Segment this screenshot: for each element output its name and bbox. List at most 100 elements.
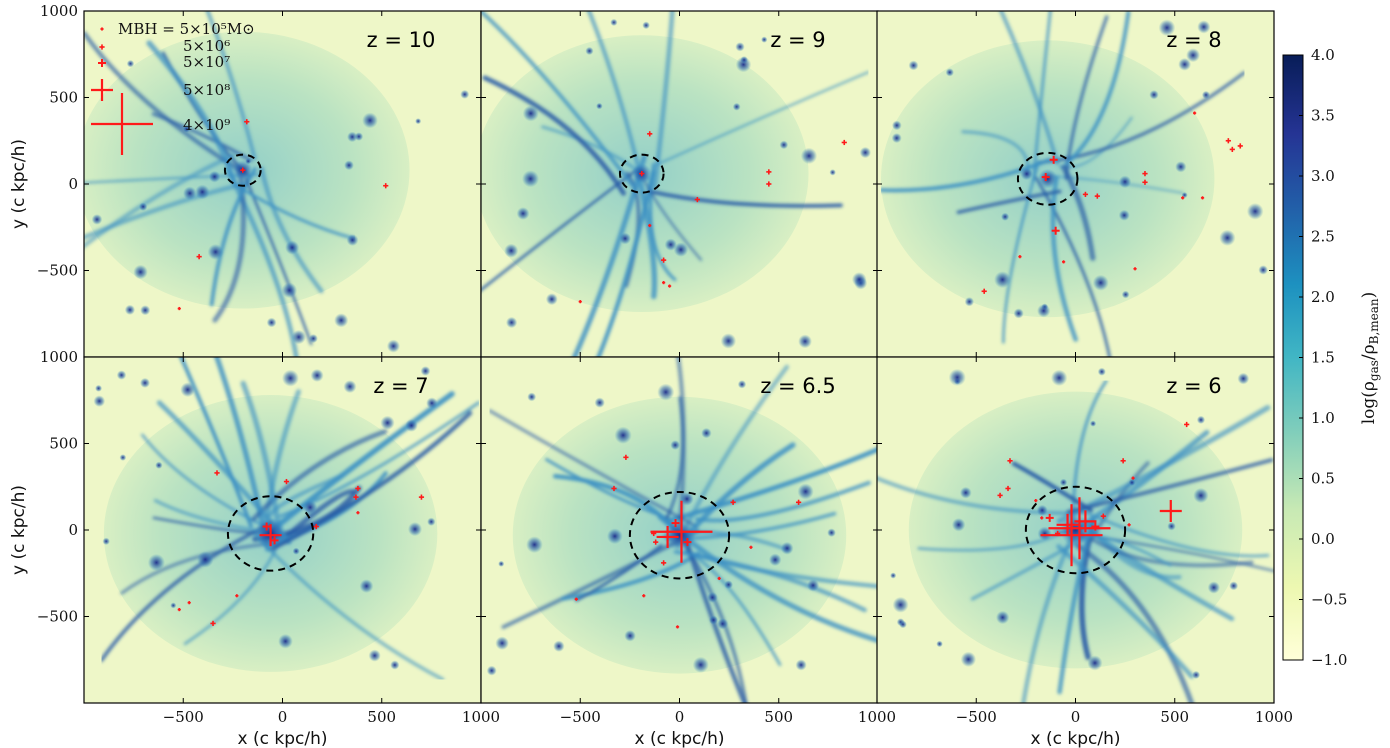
black-hole-marker — [270, 536, 279, 545]
black-hole-marker — [313, 523, 319, 530]
density-knot — [891, 133, 902, 144]
x-axis-label: x (c kpc/h) — [238, 729, 328, 748]
black-hole-marker — [1131, 476, 1135, 480]
filament — [877, 476, 1085, 515]
density-map — [877, 357, 1274, 703]
redshift-label: z = 6 — [1166, 374, 1221, 398]
density-knot — [155, 461, 163, 469]
black-hole-marker — [653, 539, 659, 545]
density-knot — [585, 46, 594, 56]
x-tick-label: 500 — [1160, 708, 1189, 726]
density-knot — [386, 339, 400, 353]
colorbar-tick-label: 1.5 — [1311, 349, 1335, 367]
redshift-label: z = 7 — [373, 374, 428, 398]
black-hole-marker — [639, 171, 645, 177]
filament — [253, 532, 445, 682]
density-knot — [545, 293, 558, 306]
density-knot — [899, 620, 907, 629]
density-knot — [347, 131, 358, 143]
density-knot — [891, 120, 902, 131]
filament — [656, 71, 870, 166]
filament — [695, 480, 871, 523]
x-tick-label: 500 — [764, 708, 793, 726]
density-knot — [642, 21, 650, 30]
legend-marker — [99, 44, 105, 50]
density-knot — [420, 366, 431, 376]
filament — [1050, 175, 1078, 342]
density-knot — [1059, 478, 1068, 487]
colorbar-tick-label: 1.0 — [1311, 409, 1335, 427]
density-knot — [495, 636, 509, 651]
black-hole-marker — [1091, 522, 1100, 531]
filament — [956, 189, 1062, 214]
x-tick-label: −500 — [956, 708, 997, 726]
density-knot — [797, 483, 814, 500]
black-hole-marker — [1142, 179, 1148, 185]
density-knot — [292, 547, 300, 555]
density-knot — [505, 316, 518, 329]
density-knot — [1246, 203, 1264, 220]
density-knot — [346, 234, 359, 246]
filament — [146, 40, 237, 185]
density-knot — [1121, 290, 1130, 299]
black-hole-marker — [1007, 458, 1013, 464]
black-hole-marker — [1133, 267, 1137, 271]
density-knot — [343, 380, 357, 394]
filament — [1075, 543, 1195, 703]
black-hole-marker — [1005, 485, 1011, 492]
density-knot — [302, 499, 318, 515]
black-hole-marker — [177, 607, 181, 612]
density-knot — [405, 419, 418, 432]
density-knot — [1128, 479, 1136, 486]
black-hole-marker — [1040, 504, 1103, 567]
filament — [560, 551, 701, 601]
density-knot — [119, 454, 127, 461]
filament — [682, 532, 747, 703]
halo-core — [1059, 514, 1092, 546]
density-knot — [1186, 48, 1201, 63]
density-knot — [890, 572, 897, 579]
density-knot — [779, 140, 789, 150]
density-knot — [994, 271, 1011, 289]
density-knot — [95, 384, 103, 392]
density-knot — [740, 56, 749, 64]
legend-label: MBH = 5×10⁵M⊙ — [118, 20, 255, 38]
black-hole-marker — [1193, 111, 1197, 115]
black-hole-marker — [1120, 458, 1126, 464]
density-knot — [415, 118, 422, 125]
density-knot — [1201, 90, 1211, 100]
filament — [635, 169, 658, 300]
halo-circle — [1016, 151, 1079, 206]
filament — [1021, 526, 1078, 703]
legend-marker — [91, 93, 153, 155]
y-tick-label: −500 — [37, 608, 78, 626]
density-knot — [498, 560, 505, 567]
black-hole-marker — [1051, 226, 1060, 235]
filament — [1091, 537, 1254, 568]
density-knot — [735, 42, 745, 52]
panel-3: z = 8 — [876, 10, 1275, 358]
black-hole-marker — [1237, 143, 1243, 149]
density-knot — [281, 282, 298, 299]
density-knot — [310, 368, 324, 382]
filaments — [488, 357, 878, 703]
black-hole-marker — [1225, 138, 1231, 144]
density-knot — [1000, 212, 1010, 221]
density-knot — [892, 596, 909, 613]
filament — [961, 130, 1030, 176]
black-hole-marker — [1200, 196, 1205, 200]
density-knot — [724, 580, 734, 590]
density-knot — [1037, 526, 1052, 542]
density-knot — [147, 553, 166, 572]
density-knot — [851, 272, 867, 287]
colorbar: −1.0 −0.5 0.0 0.5 1.0 1.5 2.0 2.5 3.0 3.5 4.0 log(… — [1282, 46, 1381, 669]
colorbar-tick-label: 0.0 — [1311, 530, 1335, 548]
density-knot — [1087, 655, 1103, 671]
halo-core — [1037, 168, 1058, 189]
filaments — [879, 11, 1246, 357]
density-knot — [390, 660, 400, 670]
filament — [1079, 508, 1270, 558]
density-knot — [1167, 521, 1176, 531]
filament — [1011, 461, 1093, 513]
density-knot — [102, 537, 110, 546]
